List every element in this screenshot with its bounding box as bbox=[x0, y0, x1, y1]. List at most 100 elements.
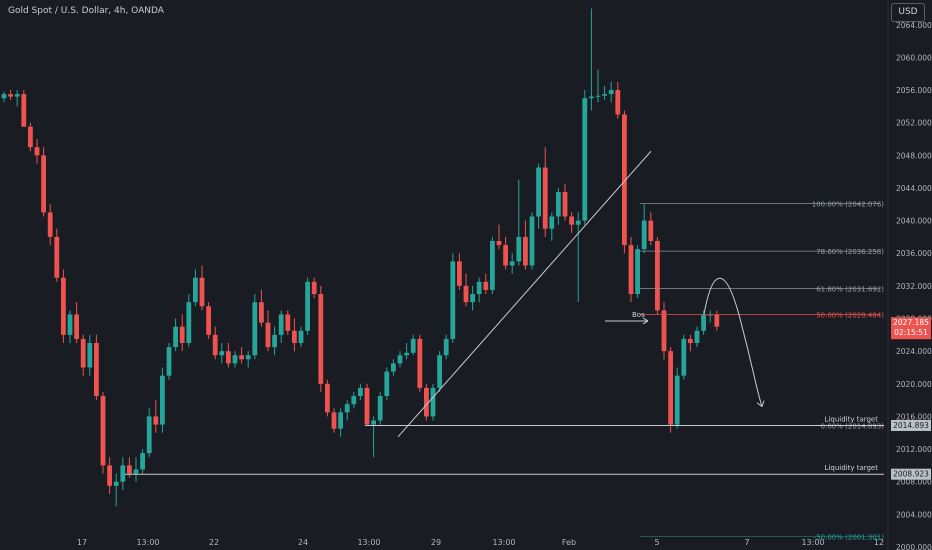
candle-body bbox=[193, 277, 198, 303]
currency-button[interactable]: USD bbox=[891, 3, 925, 22]
candle-body bbox=[404, 352, 409, 356]
candle-body bbox=[668, 351, 673, 425]
candle-body bbox=[417, 338, 423, 388]
price-tick-label: 2008.000 bbox=[896, 478, 932, 487]
time-tick-label: 12 bbox=[874, 538, 884, 547]
price-tick-label: 2036.000 bbox=[896, 249, 932, 258]
bos-label: Bos bbox=[632, 311, 645, 319]
candle-body bbox=[245, 355, 251, 360]
time-tick-label: 13:00 bbox=[136, 538, 159, 547]
time-tick-label: 17 bbox=[77, 538, 87, 547]
candle-body bbox=[595, 95, 601, 97]
time-tick-label: 24 bbox=[298, 538, 308, 547]
fib-level-label: 0.00% (2014.893) bbox=[821, 422, 885, 430]
time-tick-label: 13:00 bbox=[801, 538, 824, 547]
time-tick-label: Feb bbox=[562, 538, 576, 547]
candle-body bbox=[655, 241, 660, 311]
price-label-box bbox=[891, 419, 931, 431]
candle-body bbox=[272, 334, 277, 348]
candle-body bbox=[410, 338, 416, 353]
time-axis[interactable]: 17 13:00 22 24 13:00 29 13:00 Feb 5 7 13:00 12 bbox=[77, 538, 884, 547]
candle-body bbox=[265, 322, 271, 348]
candle-body bbox=[509, 261, 515, 266]
candle-body bbox=[226, 351, 231, 364]
candle-body bbox=[569, 216, 574, 225]
projection-arrow-head bbox=[756, 400, 765, 408]
candle-body bbox=[338, 412, 343, 429]
candle-body bbox=[582, 98, 588, 221]
candle-body bbox=[681, 338, 687, 376]
candle-body bbox=[714, 314, 720, 327]
symbol-title: Gold Spot / U.S. Dollar, 4h, OANDA bbox=[8, 6, 164, 16]
candle-body bbox=[212, 334, 218, 356]
candle-body bbox=[437, 355, 442, 388]
candle-body bbox=[146, 416, 152, 454]
candle-body bbox=[575, 220, 581, 225]
candle-body bbox=[523, 236, 528, 266]
candle-body bbox=[384, 371, 390, 397]
candle-body bbox=[556, 192, 561, 217]
price-tick-label: 2052.000 bbox=[896, 119, 932, 128]
price-tick-label: 2040.000 bbox=[896, 217, 932, 226]
candle-body bbox=[490, 241, 495, 290]
candle-body bbox=[127, 465, 132, 474]
candle-body bbox=[536, 167, 541, 217]
candle-body bbox=[100, 396, 106, 466]
candle-body bbox=[430, 387, 436, 417]
candle-body bbox=[94, 343, 99, 397]
candle-body bbox=[219, 351, 225, 356]
candles bbox=[1, 8, 720, 507]
price-label-box bbox=[891, 317, 931, 340]
time-tick-label: 13:00 bbox=[357, 538, 380, 547]
candle-body bbox=[113, 481, 119, 486]
liquidity-target-label-2: Liquidity target bbox=[825, 464, 879, 472]
price-tick-label: 2004.000 bbox=[896, 510, 932, 519]
candle-body bbox=[140, 453, 145, 470]
price-label-text: 2027.185 bbox=[893, 318, 929, 327]
candle-body bbox=[589, 96, 594, 99]
candle-body bbox=[443, 338, 449, 356]
candle-body bbox=[34, 147, 40, 156]
candle-body bbox=[463, 285, 469, 303]
candle-body bbox=[529, 216, 535, 266]
candle-body bbox=[331, 412, 337, 429]
candle-body bbox=[608, 90, 614, 95]
price-tick-label: 2000.000 bbox=[896, 543, 932, 550]
candle-body bbox=[424, 387, 429, 417]
price-label-text: 2008.923 bbox=[893, 470, 929, 479]
price-tick-label: 2048.000 bbox=[896, 151, 932, 160]
time-tick-label: 13:00 bbox=[492, 538, 515, 547]
candle-body bbox=[450, 261, 456, 339]
candle-body bbox=[292, 330, 297, 343]
candle-body bbox=[503, 245, 508, 266]
candle-body bbox=[285, 314, 291, 331]
time-tick-label: 22 bbox=[209, 538, 219, 547]
candle-body bbox=[107, 465, 112, 486]
candle-body bbox=[311, 281, 317, 295]
candle-body bbox=[476, 281, 482, 295]
candle-body bbox=[694, 330, 700, 343]
price-tick-label: 2012.000 bbox=[896, 445, 932, 454]
time-tick-label: 7 bbox=[744, 538, 749, 547]
candle-body bbox=[160, 375, 165, 425]
candle-body bbox=[305, 281, 310, 331]
candle-body bbox=[516, 236, 522, 262]
candle-body bbox=[457, 261, 462, 286]
candle-body bbox=[21, 94, 27, 127]
countdown-label: 02:15:51 bbox=[894, 328, 928, 337]
candle-body bbox=[239, 355, 244, 360]
candle-body bbox=[87, 343, 93, 368]
candle-body bbox=[358, 387, 363, 397]
candle-body bbox=[80, 338, 86, 368]
candle-body bbox=[661, 310, 667, 352]
candle-body bbox=[298, 330, 304, 343]
fib-level-label: 61.80% (2031.692) bbox=[816, 285, 884, 293]
candle-body bbox=[133, 469, 139, 474]
candle-body bbox=[674, 375, 680, 425]
candle-body bbox=[371, 420, 376, 425]
candle-body bbox=[641, 220, 647, 250]
candle-body bbox=[14, 94, 20, 97]
projection-arrow bbox=[703, 277, 763, 407]
